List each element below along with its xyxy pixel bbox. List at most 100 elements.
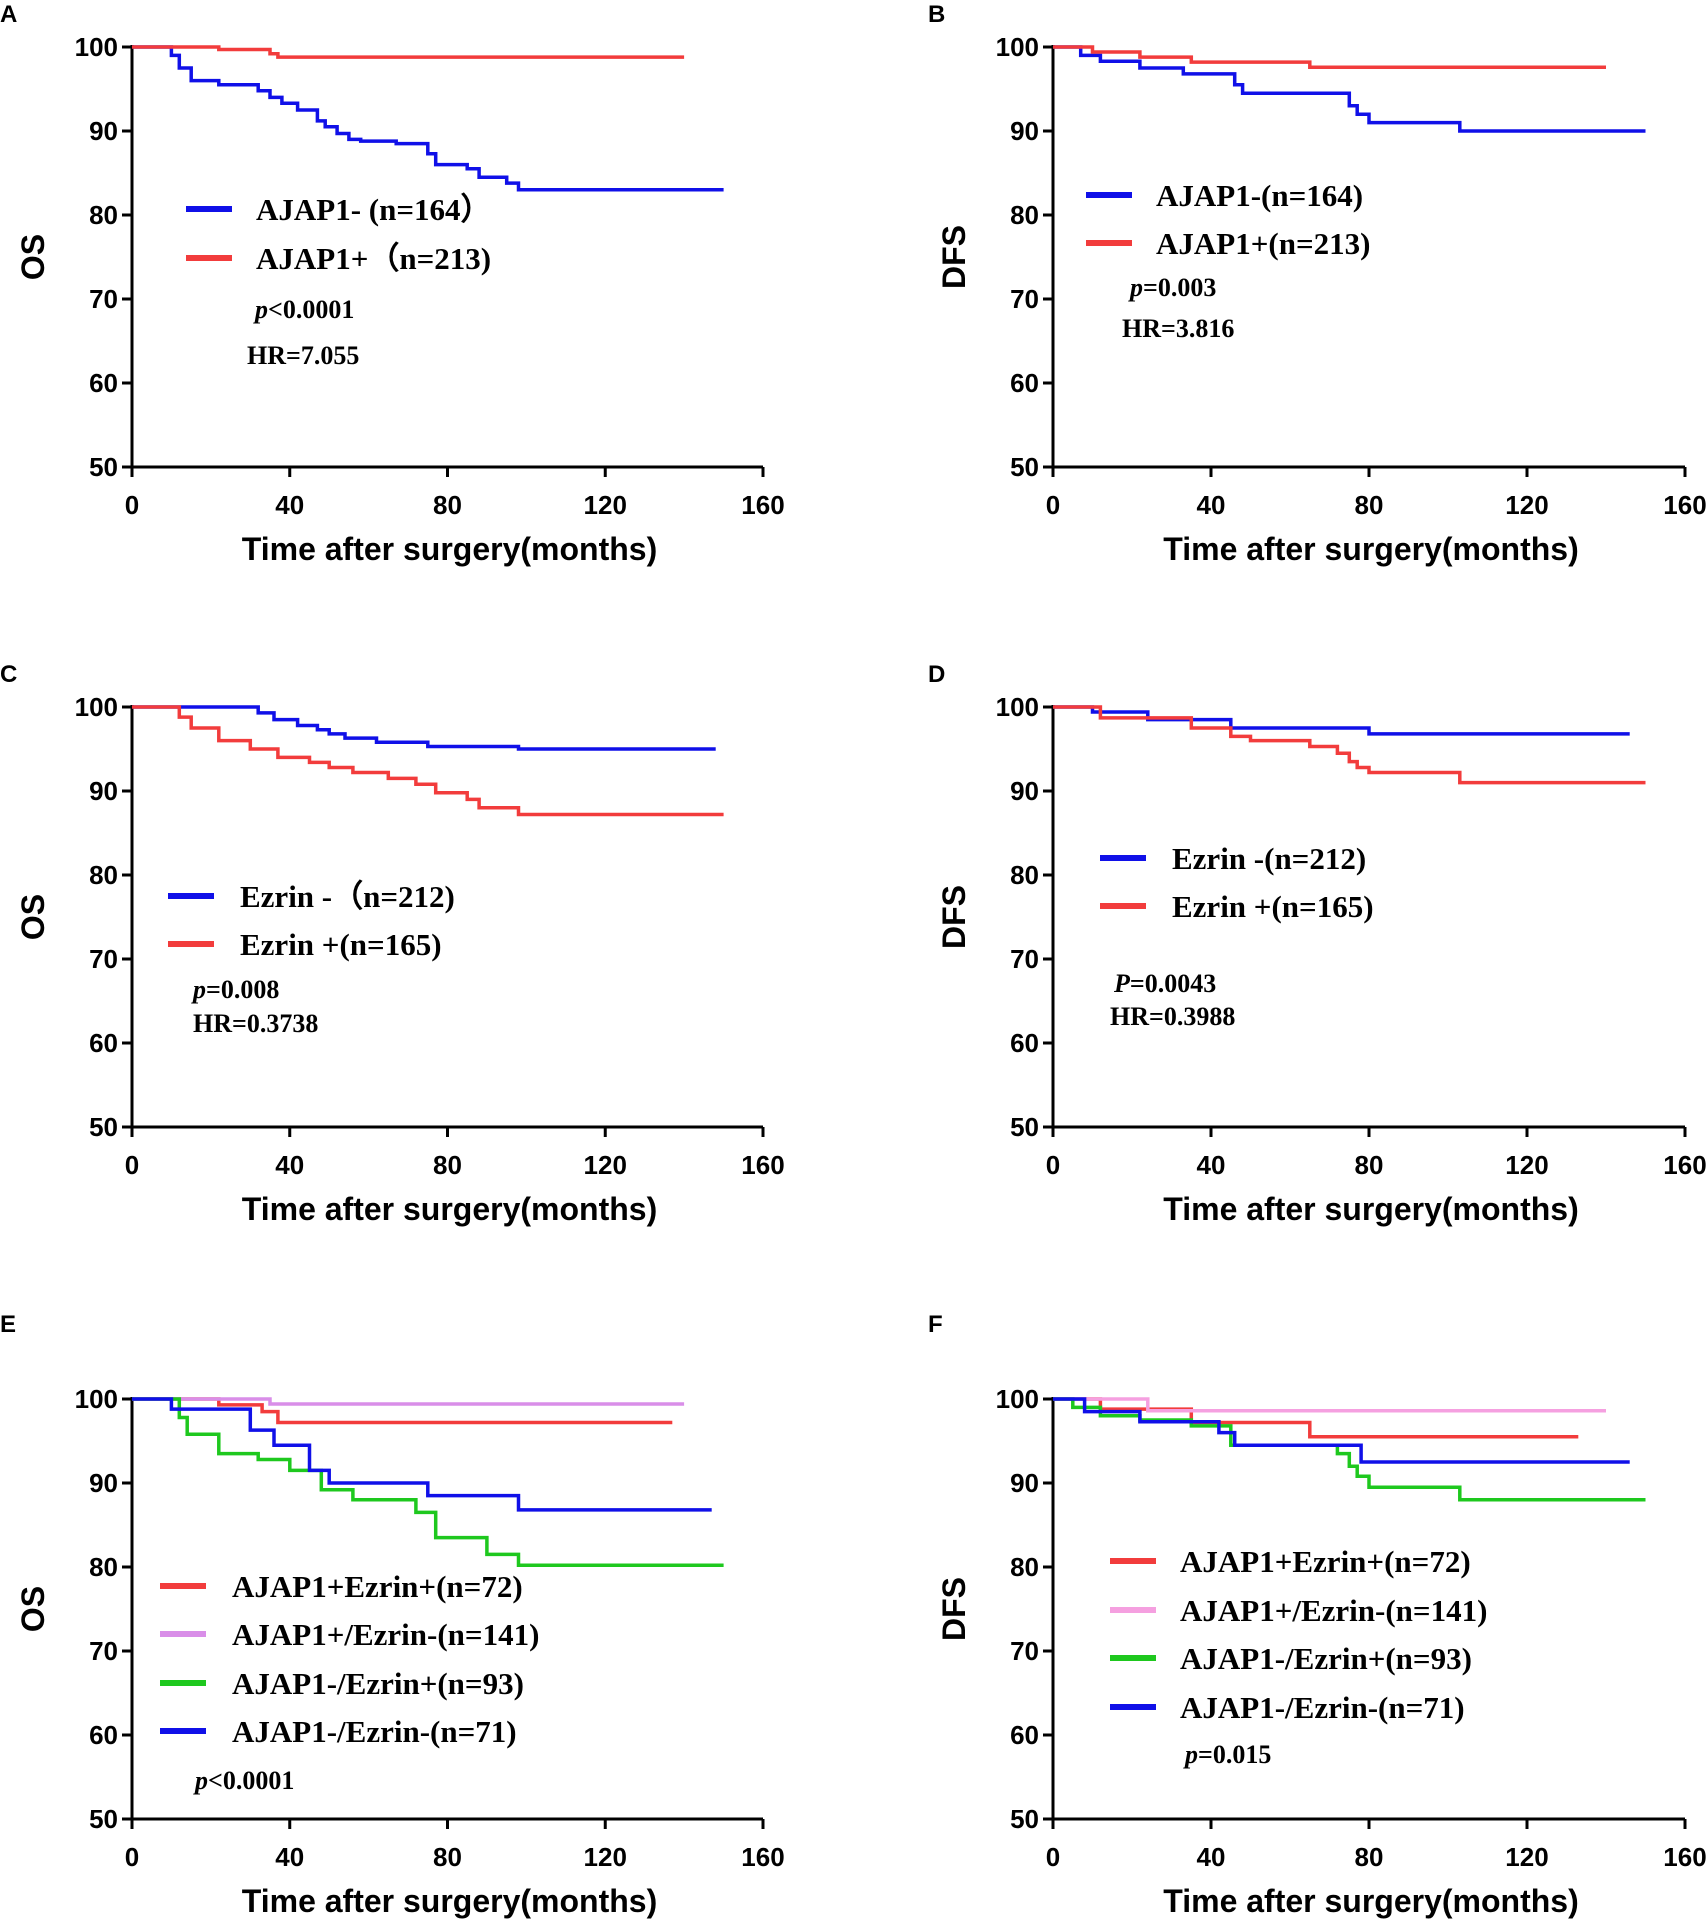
- p-value: <0.0001: [268, 295, 354, 324]
- y-tick-label: 70: [89, 944, 118, 974]
- y-tick-label: 100: [75, 692, 118, 722]
- series-line-3: [132, 1397, 724, 1568]
- x-tick-label: 120: [1505, 1150, 1548, 1180]
- panel-letter: C: [0, 661, 17, 688]
- y-tick-label: 50: [1010, 1112, 1039, 1142]
- x-tick-label: 160: [1663, 1842, 1706, 1872]
- y-tick-label: 80: [1010, 200, 1039, 230]
- p-value: =0.0043: [1130, 969, 1216, 998]
- x-tick-label: 120: [584, 1150, 627, 1180]
- p-value-annotation: p<0.0001: [253, 295, 354, 324]
- panel-e: E 50 60 70 80 90 100 0 40 80 120 160 Time after surg…: [0, 1311, 785, 1919]
- p-value: =0.015: [1198, 1740, 1271, 1769]
- p-value: =0.003: [1143, 273, 1216, 302]
- x-axis-title: Time after surgery(months): [242, 1883, 658, 1919]
- y-tick-label: 50: [89, 1804, 118, 1834]
- legend-label: AJAP1-/Ezrin+(n=93): [1180, 1641, 1472, 1676]
- y-axis-title: OS: [15, 894, 51, 940]
- series-line-2: [1053, 705, 1646, 785]
- panel-letter: A: [0, 1, 17, 28]
- x-tick-label: 0: [125, 1842, 139, 1872]
- x-tick-label: 160: [1663, 490, 1706, 520]
- hr-annotation: HR=3.816: [1122, 314, 1234, 343]
- series-line-2: [1053, 45, 1606, 69]
- y-tick-label: 80: [89, 860, 118, 890]
- x-axis-title: Time after surgery(months): [1163, 531, 1579, 567]
- x-tick-label: 40: [275, 1842, 304, 1872]
- y-tick-label: 70: [89, 1636, 118, 1666]
- y-tick-label: 70: [1010, 1636, 1039, 1666]
- p-symbol: p: [193, 1766, 208, 1795]
- legend-label: AJAP1+Ezrin+(n=72): [1180, 1544, 1471, 1579]
- x-tick-label: 120: [1505, 1842, 1548, 1872]
- panel-letter: B: [928, 1, 945, 28]
- series-line-1: [1053, 45, 1646, 133]
- y-tick-label: 50: [1010, 452, 1039, 482]
- x-tick-label: 160: [1663, 1150, 1706, 1180]
- series-line-1: [132, 705, 716, 751]
- y-tick-label: 100: [75, 1384, 118, 1414]
- y-axis-title: OS: [15, 234, 51, 280]
- x-tick-label: 80: [1355, 1842, 1384, 1872]
- x-axis-title: Time after surgery(months): [242, 1191, 658, 1227]
- y-tick-label: 70: [89, 284, 118, 314]
- series-line-2: [132, 1397, 685, 1406]
- x-axis-title: Time after surgery(months): [242, 531, 658, 567]
- series-line-4: [132, 1397, 712, 1512]
- p-value-annotation: P=0.0043: [1113, 969, 1216, 998]
- x-tick-label: 40: [1197, 1842, 1226, 1872]
- x-tick-label: 40: [275, 1150, 304, 1180]
- y-tick-label: 60: [1010, 368, 1039, 398]
- series-line-1: [1053, 1397, 1579, 1439]
- legend-label: AJAP1+(n=213): [1156, 226, 1370, 261]
- legend-label: AJAP1+/Ezrin-(n=141): [1180, 1593, 1487, 1628]
- y-tick-label: 100: [75, 32, 118, 62]
- x-tick-label: 0: [1046, 1150, 1060, 1180]
- p-value-annotation: p=0.003: [1128, 273, 1216, 302]
- panel-f: F 50 60 70 80 90 100 0 40 80 120 160 Time after surg…: [928, 1311, 1707, 1919]
- x-tick-label: 80: [433, 1842, 462, 1872]
- y-tick-label: 90: [1010, 116, 1039, 146]
- x-tick-label: 120: [584, 1842, 627, 1872]
- y-tick-label: 60: [89, 1028, 118, 1058]
- y-tick-label: 90: [89, 776, 118, 806]
- y-tick-label: 80: [89, 1552, 118, 1582]
- x-tick-label: 40: [1197, 1150, 1226, 1180]
- y-tick-label: 50: [1010, 1804, 1039, 1834]
- panel-a: A 50 60 70 80 90 100 0 40 80 120 160 Time after surg…: [0, 1, 785, 567]
- p-symbol: p: [191, 975, 206, 1004]
- hr-annotation: HR=0.3738: [193, 1009, 318, 1038]
- p-value-annotation: p=0.008: [191, 975, 279, 1004]
- p-value: <0.0001: [208, 1766, 294, 1795]
- x-tick-label: 120: [1505, 490, 1548, 520]
- legend-label: AJAP1+Ezrin+(n=72): [232, 1569, 523, 1604]
- panel-letter: F: [928, 1311, 943, 1338]
- p-symbol: p: [1128, 273, 1143, 302]
- y-tick-label: 50: [89, 1112, 118, 1142]
- legend-label: AJAP1- (n=164）: [256, 192, 492, 227]
- x-tick-label: 0: [1046, 490, 1060, 520]
- legend-label: AJAP1-(n=164): [1156, 178, 1363, 213]
- x-tick-label: 80: [433, 490, 462, 520]
- y-tick-label: 70: [1010, 284, 1039, 314]
- y-tick-label: 70: [1010, 944, 1039, 974]
- y-tick-label: 90: [89, 1468, 118, 1498]
- p-value-annotation: p<0.0001: [193, 1766, 294, 1795]
- y-tick-label: 90: [1010, 1468, 1039, 1498]
- x-tick-label: 120: [584, 490, 627, 520]
- x-tick-label: 0: [1046, 1842, 1060, 1872]
- legend-label: Ezrin +(n=165): [1172, 889, 1374, 924]
- panel-c: C 50 60 70 80 90 100 0 40 80 120 160 Time after surg…: [0, 661, 785, 1227]
- legend-label: Ezrin +(n=165): [240, 927, 442, 962]
- y-tick-label: 100: [996, 32, 1039, 62]
- legend-label: Ezrin -(n=212): [1172, 841, 1366, 876]
- y-tick-label: 100: [996, 692, 1039, 722]
- y-tick-label: 100: [996, 1384, 1039, 1414]
- x-tick-label: 80: [433, 1150, 462, 1180]
- legend-label: AJAP1-/Ezrin-(n=71): [1180, 1690, 1465, 1725]
- p-symbol: P: [1113, 969, 1131, 998]
- x-axis-title: Time after surgery(months): [1163, 1883, 1579, 1919]
- x-tick-label: 80: [1355, 490, 1384, 520]
- x-tick-label: 160: [741, 1150, 784, 1180]
- x-tick-label: 160: [741, 1842, 784, 1872]
